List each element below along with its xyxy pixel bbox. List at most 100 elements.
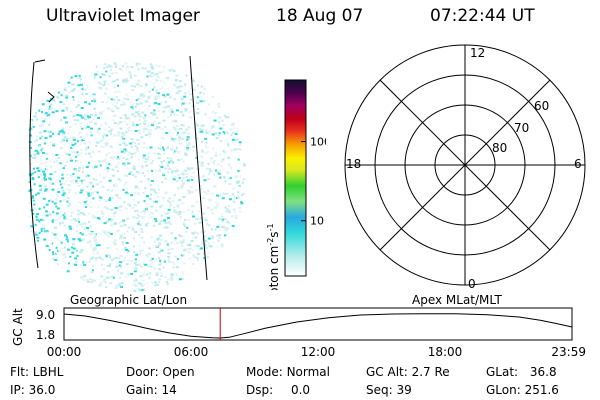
emission-pixel (186, 179, 190, 182)
emission-pixel (208, 198, 211, 201)
emission-pixel (182, 222, 185, 224)
emission-pixel (97, 117, 101, 119)
emission-pixel (57, 157, 60, 159)
emission-pixel (188, 111, 191, 114)
emission-pixel (118, 257, 121, 260)
emission-pixel (71, 251, 75, 254)
emission-pixel (145, 209, 149, 212)
emission-pixel (181, 244, 184, 247)
emission-pixel (102, 74, 106, 76)
emission-pixel (79, 264, 83, 266)
emission-pixel (72, 88, 76, 91)
info-row2-1: Gain: 14 (126, 383, 177, 397)
emission-pixel (116, 107, 120, 110)
emission-pixel (155, 64, 158, 67)
emission-pixel (49, 107, 53, 110)
emission-pixel (94, 190, 97, 193)
emission-pixel (125, 117, 129, 120)
emission-pixel (122, 156, 125, 159)
emission-pixel (177, 90, 181, 93)
emission-pixel (202, 212, 206, 215)
emission-pixel (70, 214, 73, 217)
emission-pixel (28, 190, 32, 193)
emission-pixel (147, 265, 150, 268)
emission-pixel (38, 150, 42, 153)
emission-pixel (30, 124, 34, 127)
emission-pixel (132, 198, 135, 201)
emission-pixel (190, 116, 193, 119)
emission-pixel (133, 237, 135, 240)
emission-pixel (203, 235, 207, 238)
emission-pixel (98, 217, 101, 220)
emission-pixel (168, 245, 171, 248)
emission-pixel (72, 138, 76, 141)
emission-pixel (88, 221, 91, 223)
emission-pixel (130, 85, 134, 87)
emission-pixel (48, 124, 51, 126)
emission-pixel (97, 160, 101, 163)
emission-pixel (128, 126, 132, 129)
emission-pixel (62, 133, 66, 136)
emission-pixel (122, 142, 126, 145)
emission-pixel (200, 85, 203, 88)
emission-pixel (119, 234, 123, 237)
emission-pixel (67, 81, 71, 84)
emission-pixel (145, 195, 149, 197)
emission-pixel (145, 253, 148, 256)
emission-pixel (162, 95, 166, 98)
emission-pixel (180, 158, 183, 161)
emission-pixel (46, 114, 49, 117)
emission-pixel (155, 91, 158, 94)
emission-pixel (69, 255, 72, 258)
emission-pixel (36, 238, 40, 241)
emission-pixel (140, 136, 144, 139)
emission-pixel (192, 215, 195, 218)
emission-pixel (115, 265, 119, 268)
emission-pixel (43, 178, 46, 181)
emission-pixel (224, 227, 228, 230)
emission-pixel (159, 248, 163, 251)
emission-pixel (104, 128, 107, 131)
emission-pixel (230, 134, 233, 137)
emission-pixel (154, 97, 157, 100)
emission-pixel (36, 135, 38, 138)
emission-pixel (127, 129, 130, 132)
emission-pixel (174, 148, 178, 151)
emission-pixel (36, 192, 40, 195)
emission-pixel (150, 235, 154, 238)
emission-pixel (68, 91, 72, 94)
emission-pixel (89, 240, 92, 243)
emission-pixel (217, 163, 220, 166)
emission-pixel (44, 118, 48, 120)
emission-pixel (164, 167, 168, 170)
emission-pixel (184, 152, 188, 155)
emission-pixel (224, 206, 227, 209)
emission-pixel (149, 146, 153, 149)
emission-pixel (91, 279, 95, 282)
emission-pixel (33, 171, 37, 174)
emission-pixel (144, 114, 147, 117)
emission-pixel (149, 74, 152, 77)
emission-pixel (125, 81, 128, 84)
emission-pixel (234, 133, 238, 135)
emission-pixel (114, 207, 118, 209)
emission-pixel (150, 193, 153, 196)
emission-pixel (56, 96, 60, 99)
emission-pixel (61, 127, 65, 130)
emission-pixel (162, 266, 165, 269)
emission-pixel (151, 112, 155, 115)
emission-pixel (197, 210, 201, 213)
emission-pixel (48, 181, 52, 184)
emission-pixel (83, 201, 87, 204)
emission-pixel (124, 62, 128, 65)
emission-pixel (103, 279, 106, 282)
emission-pixel (51, 200, 54, 203)
emission-pixel (154, 128, 158, 130)
emission-pixel (135, 62, 139, 65)
emission-pixel (153, 254, 156, 257)
emission-pixel (182, 177, 185, 180)
emission-pixel (93, 247, 97, 250)
emission-pixel (221, 220, 224, 223)
emission-pixel (167, 87, 169, 90)
emission-pixel (221, 119, 224, 122)
